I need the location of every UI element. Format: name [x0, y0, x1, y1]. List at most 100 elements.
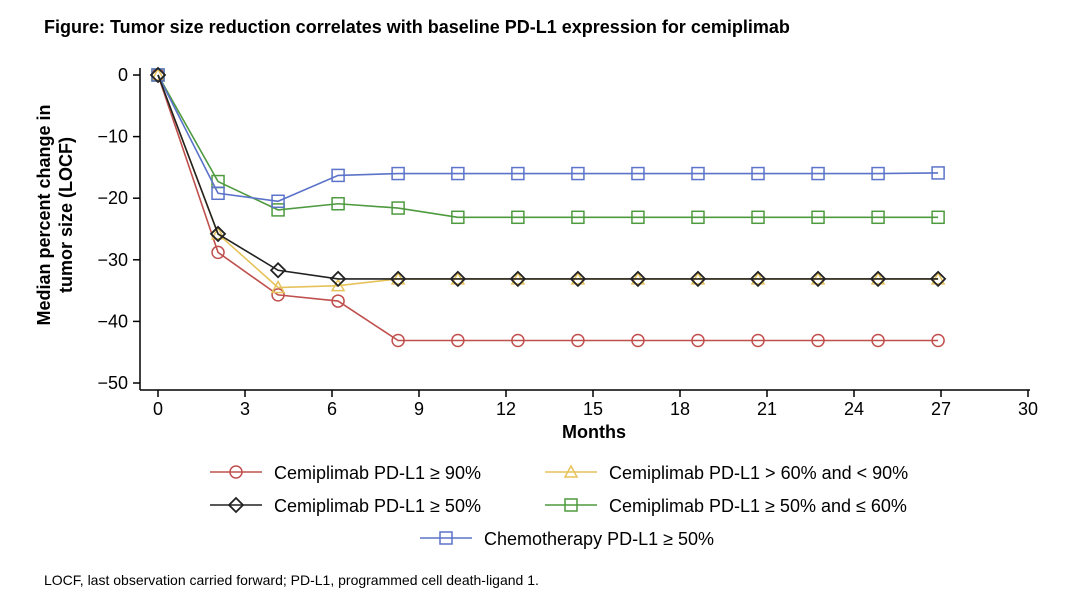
y-axis-label-line: Median percent change in	[34, 104, 54, 325]
data-point	[691, 166, 705, 181]
data-point	[211, 245, 225, 260]
x-axis-label: Months	[562, 422, 626, 442]
data-point	[391, 166, 405, 181]
y-axis-label-line: tumor size (LOCF)	[56, 137, 76, 293]
data-point	[931, 333, 945, 348]
data-point	[691, 210, 705, 225]
series-2	[149, 66, 947, 288]
data-point	[811, 333, 825, 348]
x-tick-label: 12	[496, 399, 516, 419]
x-tick-label: 27	[931, 399, 951, 419]
x-tick-label: 24	[844, 399, 864, 419]
data-point	[209, 225, 227, 243]
legend-label: Cemiplimab PD-L1 ≥ 50% and ≤ 60%	[609, 496, 907, 516]
legend-label: Cemiplimab PD-L1 ≥ 50%	[274, 496, 481, 516]
data-point	[809, 270, 827, 288]
legend-label: Cemiplimab PD-L1 > 60% and < 90%	[609, 463, 908, 483]
data-point	[330, 278, 346, 292]
y-tick-label: 0	[118, 65, 128, 85]
data-point	[391, 333, 405, 348]
data-point	[631, 333, 645, 348]
legend-item: Cemiplimab PD-L1 ≥ 50% and ≤ 60%	[545, 496, 907, 516]
data-point	[931, 166, 945, 180]
data-point	[929, 270, 947, 288]
data-point	[869, 270, 887, 288]
footnote: LOCF, last observation carried forward; …	[44, 572, 539, 588]
legend-label: Cemiplimab PD-L1 ≥ 90%	[274, 463, 481, 483]
data-point	[331, 196, 345, 211]
data-point	[149, 66, 167, 84]
data-point	[751, 210, 765, 225]
y-tick-label: −50	[97, 373, 128, 393]
y-tick-label: −40	[97, 311, 128, 331]
series-0	[151, 68, 945, 348]
data-point	[571, 333, 585, 348]
legend-label: Chemotherapy PD-L1 ≥ 50%	[484, 529, 714, 549]
data-point	[150, 67, 166, 81]
data-point	[631, 210, 645, 225]
data-point	[449, 270, 467, 288]
legend-item: Cemiplimab PD-L1 > 60% and < 90%	[545, 463, 908, 483]
x-tick-label: 9	[414, 399, 424, 419]
x-tick-label: 6	[327, 399, 337, 419]
series-line	[157, 74, 939, 342]
data-point	[569, 270, 587, 288]
chart-title: Figure: Tumor size reduction correlates …	[44, 17, 790, 37]
y-axis-label: Median percent change in tumor size (LOCF…	[34, 104, 76, 325]
y-tick-label: −10	[97, 127, 128, 147]
x-tick-label: 0	[153, 399, 163, 419]
data-point	[271, 288, 285, 302]
data-point	[691, 333, 705, 348]
data-point	[331, 168, 345, 183]
legend-marker	[229, 465, 243, 479]
legend-item: Cemiplimab PD-L1 ≥ 50%	[210, 496, 481, 516]
data-point	[511, 333, 525, 348]
data-point	[509, 270, 527, 288]
legend-marker	[564, 498, 578, 512]
series-line	[157, 74, 939, 289]
data-point	[271, 194, 285, 209]
legend-marker	[439, 531, 453, 545]
data-point	[511, 210, 525, 225]
data-point	[211, 186, 225, 201]
x-tick-label: 15	[583, 399, 603, 419]
data-point	[931, 210, 945, 225]
data-point	[811, 210, 825, 225]
series-1	[150, 67, 946, 294]
data-point	[871, 210, 885, 225]
data-point	[629, 270, 647, 288]
data-point	[871, 166, 885, 181]
data-point	[269, 261, 287, 279]
data-point	[331, 294, 345, 308]
data-point	[389, 270, 407, 288]
data-point	[811, 166, 825, 181]
data-point	[451, 333, 465, 348]
legend-item: Cemiplimab PD-L1 ≥ 90%	[210, 463, 481, 483]
series-4	[151, 68, 945, 209]
x-tick-label: 18	[670, 399, 690, 419]
data-point	[751, 333, 765, 348]
data-point	[451, 210, 465, 225]
y-tick-label: −30	[97, 250, 128, 270]
y-tick-label: −20	[97, 188, 128, 208]
data-point	[210, 226, 226, 240]
data-point	[329, 270, 347, 288]
series-line	[157, 74, 939, 219]
data-point	[511, 166, 525, 181]
data-point	[751, 166, 765, 181]
x-tick-label: 30	[1018, 399, 1038, 419]
data-point	[451, 166, 465, 181]
data-point	[749, 270, 767, 288]
data-point	[271, 203, 285, 217]
x-tick-label: 3	[240, 399, 250, 419]
legend-item: Chemotherapy PD-L1 ≥ 50%	[420, 529, 714, 549]
data-point	[270, 279, 286, 294]
data-point	[391, 201, 405, 215]
data-point	[571, 166, 585, 181]
series-line	[157, 74, 939, 280]
data-point	[871, 333, 885, 348]
legend-marker	[563, 464, 579, 478]
series-line	[157, 74, 939, 203]
x-tick-label: 21	[757, 399, 777, 419]
